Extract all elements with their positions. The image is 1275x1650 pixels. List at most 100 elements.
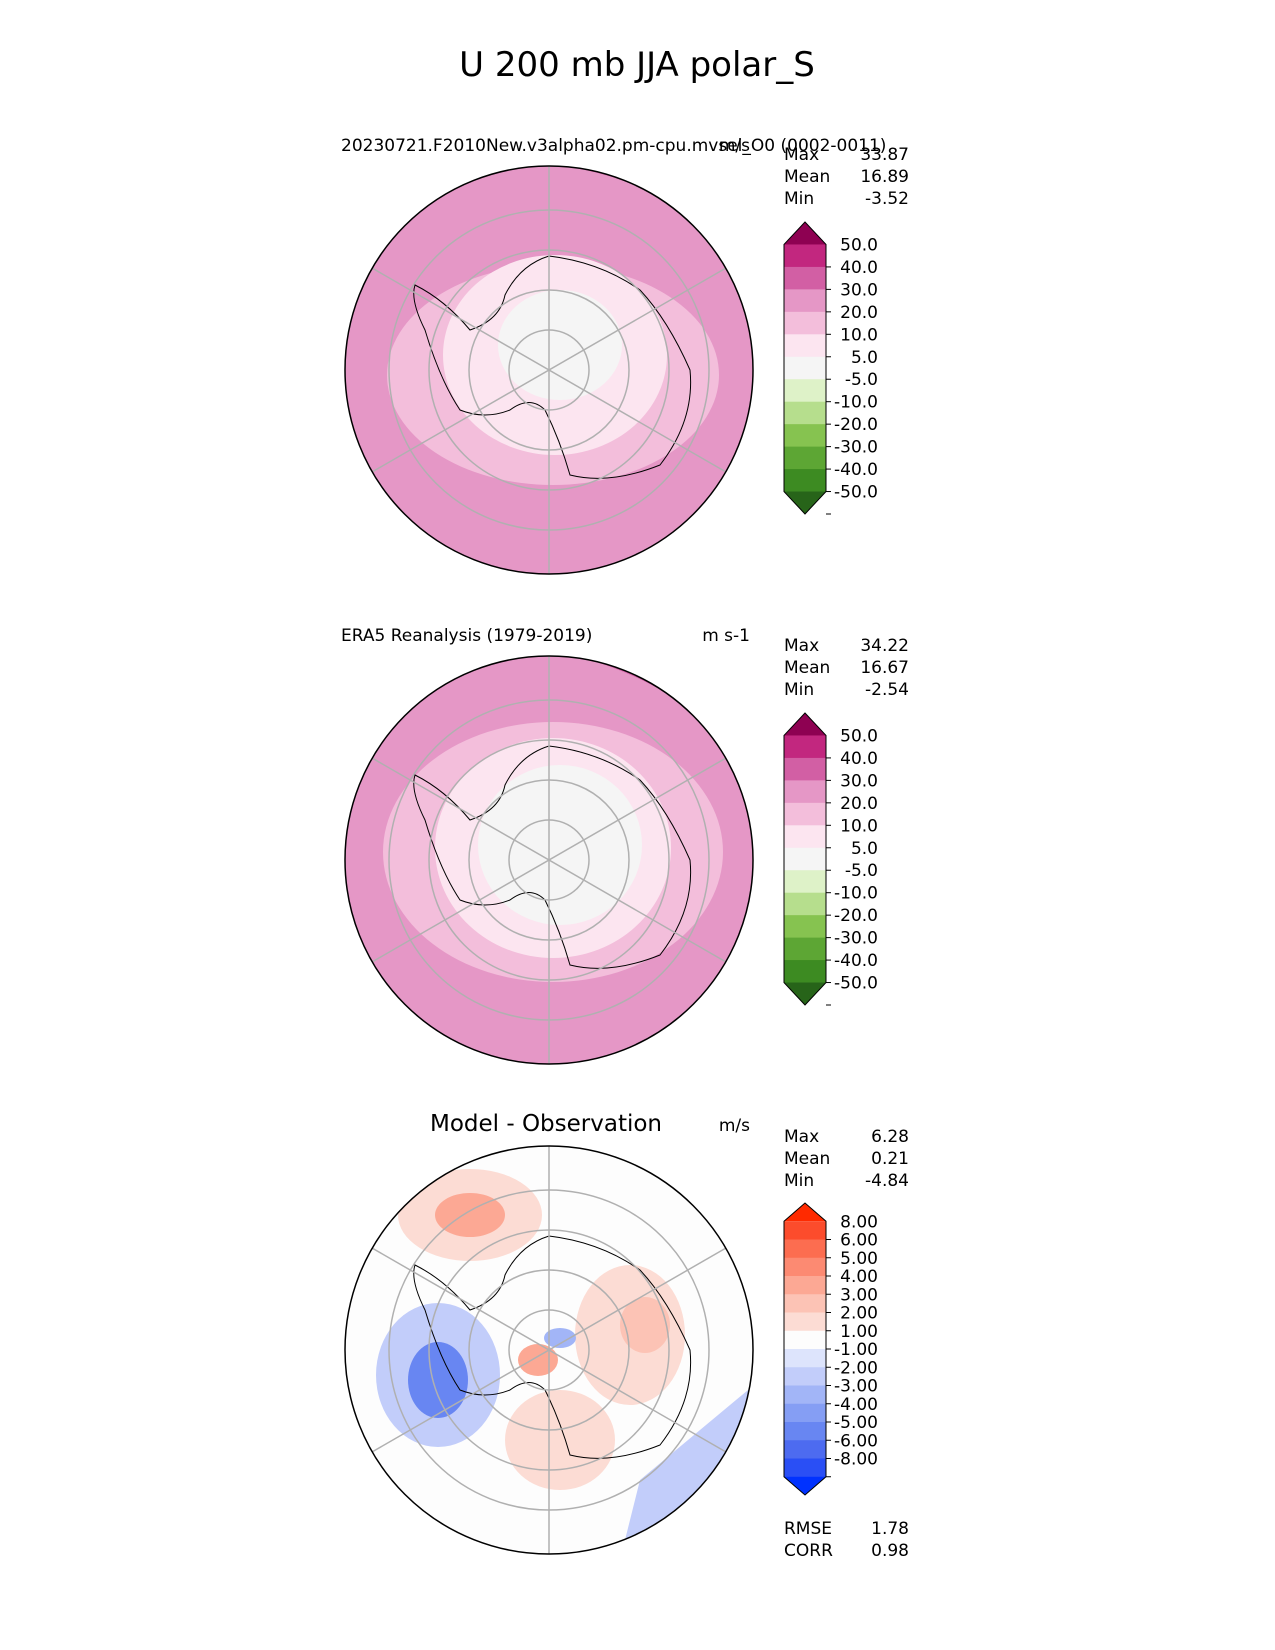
colorbar-swatch xyxy=(784,244,826,268)
colorbar-swatch xyxy=(784,379,826,403)
panel-units: m/s xyxy=(719,1116,750,1136)
panel-title: ERA5 Reanalysis (1979-2019) xyxy=(341,626,592,646)
corr-value: 0.98 xyxy=(871,1541,909,1561)
colorbar-tick-label: 50.0 xyxy=(840,726,878,746)
colorbar-swatch xyxy=(784,735,826,759)
colorbar-swatch xyxy=(784,1458,826,1478)
stat-min-value: -3.52 xyxy=(865,189,909,209)
colorbar-swatch xyxy=(784,1239,826,1259)
colorbar-tick-label: 5.00 xyxy=(840,1249,878,1269)
colorbar-tick-label: -4.00 xyxy=(834,1395,878,1415)
colorbar-swatch xyxy=(784,356,826,380)
colorbar-swatch xyxy=(784,311,826,335)
colorbar-swatch xyxy=(784,960,826,984)
colorbar-extend-max xyxy=(784,222,826,245)
colorbar-tick-label: -50.0 xyxy=(834,483,878,503)
colorbar-swatch xyxy=(784,1367,826,1386)
colorbar-tick-label: -6.00 xyxy=(834,1431,878,1451)
stat-min-label: Min xyxy=(784,189,814,209)
colorbar-swatch xyxy=(784,1257,826,1277)
stat-max-value: 34.22 xyxy=(860,636,909,656)
coastline xyxy=(413,1235,692,1459)
colorbar-extend-min xyxy=(784,491,826,514)
colorbar-tick-label: 3.00 xyxy=(840,1285,878,1305)
map-border xyxy=(344,1145,754,1555)
colorbar-tick-label: 30.0 xyxy=(840,771,878,791)
colorbar-swatch xyxy=(784,937,826,961)
stat-mean-value: 0.21 xyxy=(871,1149,909,1169)
coastline xyxy=(413,255,692,479)
colorbar-tick-label: 8.00 xyxy=(840,1212,878,1232)
rmse-label: RMSE xyxy=(784,1519,832,1539)
panel-model: 20230721.F2010New.v3alpha02.pm-cpu.mvsel… xyxy=(341,136,909,575)
polar-map xyxy=(345,656,753,1064)
colorbar-tick-label: 4.00 xyxy=(840,1267,878,1287)
colorbar-swatch xyxy=(784,1403,826,1423)
colorbar-tick-label: 6.00 xyxy=(840,1231,878,1251)
colorbar-tick-label: 5.0 xyxy=(851,839,878,859)
field-pos-region-4 xyxy=(518,1344,558,1376)
field-pos-region-1-core xyxy=(435,1193,505,1237)
colorbar-swatch xyxy=(784,780,826,804)
colorbar-tick-label: -10.0 xyxy=(834,884,878,904)
colorbar-tick-label: -3.00 xyxy=(834,1377,878,1397)
colorbar-tick-label: 40.0 xyxy=(840,749,878,769)
colorbar-tick-label: 50.0 xyxy=(840,235,878,255)
colorbar: 50.0 40.030.0 20.010.0 5.0-5.0 -10.0-20.0 -30… xyxy=(783,712,878,1006)
colorbar-tick-label: 40.0 xyxy=(840,258,878,278)
colorbar-swatch xyxy=(784,1422,826,1441)
panel-units: m/s xyxy=(719,136,750,156)
colorbar-extend-min xyxy=(784,982,826,1005)
stats-block: Max 33.87 Mean 16.89 Min -3.52 xyxy=(784,145,909,209)
stat-mean-value: 16.67 xyxy=(860,658,909,678)
colorbar-swatch xyxy=(784,1330,826,1350)
polar-map xyxy=(345,166,753,574)
stat-max-label: Max xyxy=(784,145,819,165)
field-band-core xyxy=(498,290,622,400)
corr-label: CORR xyxy=(784,1541,833,1561)
colorbar-tick-label: 20.0 xyxy=(840,794,878,814)
colorbar-swatch xyxy=(784,1385,826,1405)
stat-mean-label: Mean xyxy=(784,658,830,678)
map-border xyxy=(344,655,754,1065)
field-band-core xyxy=(478,765,642,925)
colorbar: 50.0 40.030.0 20.010.0 5.0-5.0 -10.0-20.0 -30… xyxy=(783,221,878,515)
field-neg-region-3 xyxy=(544,1328,576,1348)
colorbar-swatch xyxy=(784,802,826,826)
colorbar-tick-label: -30.0 xyxy=(834,929,878,949)
colorbar-tick-label: -5.00 xyxy=(834,1413,878,1433)
colorbar-tick-label: 1.00 xyxy=(840,1322,878,1342)
stat-max-value: 33.87 xyxy=(860,145,909,165)
colorbar-tick-label: -20.0 xyxy=(834,906,878,926)
colorbar: 8.006.005.004.003.002.001.00-1.00-2.00-3… xyxy=(783,1202,878,1496)
colorbar-swatch xyxy=(784,1294,826,1313)
colorbar-swatch xyxy=(784,1221,826,1240)
metrics-block: RMSE 1.78 CORR 0.98 xyxy=(784,1519,909,1561)
colorbar-tick-label: -20.0 xyxy=(834,415,878,435)
panel-title: 20230721.F2010New.v3alpha02.pm-cpu.mvsel… xyxy=(341,136,886,156)
colorbar-tick-label: -2.00 xyxy=(834,1358,878,1378)
stats-block: Max 6.28 Mean 0.21 Min -4.84 xyxy=(784,1127,909,1191)
stat-mean-value: 16.89 xyxy=(860,167,909,187)
colorbar-tick-label: -30.0 xyxy=(834,438,878,458)
colorbar-swatch xyxy=(784,446,826,470)
map-border xyxy=(344,165,754,575)
colorbar-swatch xyxy=(784,1312,826,1332)
colorbar-tick-label: -5.0 xyxy=(845,370,878,390)
colorbar-swatch xyxy=(784,289,826,313)
stat-max-label: Max xyxy=(784,1127,819,1147)
colorbar-swatch xyxy=(784,825,826,849)
stat-mean-label: Mean xyxy=(784,167,830,187)
stat-min-label: Min xyxy=(784,1171,814,1191)
figure-title: U 200 mb JJA polar_S xyxy=(459,45,815,85)
colorbar-tick-label: -10.0 xyxy=(834,393,878,413)
stat-min-value: -4.84 xyxy=(865,1171,909,1191)
colorbar-tick-label: 5.0 xyxy=(851,348,878,368)
colorbar-swatch xyxy=(784,847,826,871)
rmse-value: 1.78 xyxy=(871,1519,909,1539)
graticule xyxy=(371,166,727,574)
colorbar-tick-label: -40.0 xyxy=(834,951,878,971)
colorbar-swatch xyxy=(784,1349,826,1368)
colorbar-tick-label: -1.00 xyxy=(834,1340,878,1360)
